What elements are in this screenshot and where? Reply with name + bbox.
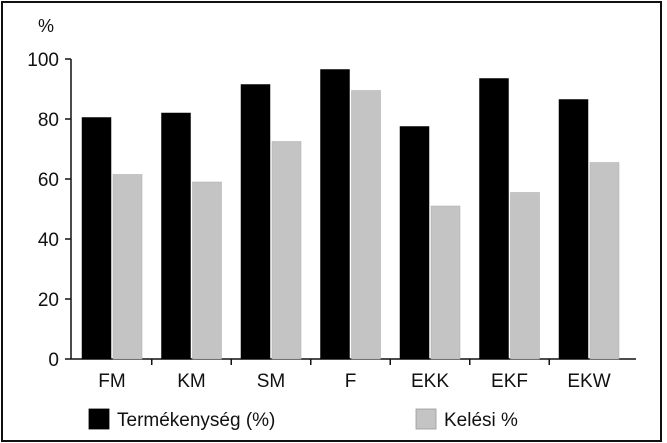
bar-ekf-series-2 [510,192,540,360]
legend-swatch-series-2 [415,408,437,430]
y-tick-label: 100 [27,50,59,71]
x-tick-label: F [345,371,357,392]
y-axis-unit-label: % [38,16,54,36]
bar-ekk-series-2 [430,205,461,360]
x-tick-label: FM [98,371,125,392]
bar-ekw-series-2 [589,162,620,360]
bar-f-series-2 [351,90,381,360]
bar-sm-series-1 [240,84,271,360]
bar-fm-series-2 [112,174,143,360]
legend-label-series-1: Termékenység (%) [117,410,275,431]
bar-ekf-series-1 [479,78,509,360]
bar-ekw-series-1 [558,99,589,360]
x-tick-label: EKK [411,371,449,392]
y-tick-label: 40 [38,230,59,251]
y-tick-label: 20 [38,290,59,311]
x-tick-label: KM [177,371,206,392]
y-tick-label: 60 [38,170,59,191]
bar-km-series-1 [161,112,191,360]
x-tick-label: EKF [491,371,528,392]
legend-label-series-2: Kelési % [444,410,518,431]
legend: Termékenység (%) Kelési % [88,408,518,431]
bars [81,69,620,360]
x-tick-label: EKW [567,371,610,392]
y-tick-label: 80 [38,110,59,131]
y-tick-label: 0 [48,350,59,371]
legend-swatch-series-1 [88,408,110,430]
bar-f-series-1 [320,69,350,360]
bar-fm-series-1 [81,117,112,360]
bar-km-series-2 [192,181,222,360]
bar-sm-series-2 [271,141,302,360]
x-tick-label: SM [257,371,286,392]
bar-ekk-series-1 [399,126,430,360]
